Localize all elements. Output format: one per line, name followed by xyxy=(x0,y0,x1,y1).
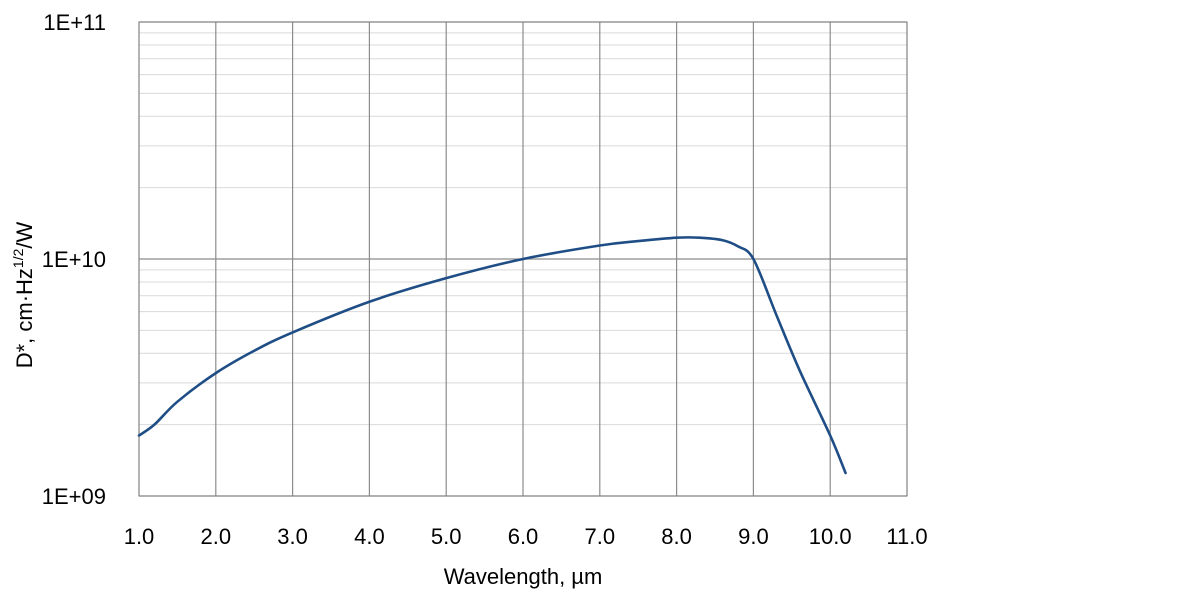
y-tick-label: 1E+10 xyxy=(42,247,106,272)
x-tick-label: 2.0 xyxy=(201,524,232,549)
y-tick-label: 1E+09 xyxy=(42,484,106,509)
x-tick-label: 8.0 xyxy=(661,524,692,549)
y-axis-ticks: 1E+09 1E+10 1E+11 xyxy=(42,10,106,509)
plot-area-border xyxy=(138,21,908,497)
y-axis-title-prefix: D*, cm·Hz xyxy=(12,268,37,368)
x-tick-label: 1.0 xyxy=(124,524,155,549)
x-tick-label: 11.0 xyxy=(886,524,927,549)
x-tick-label: 10.0 xyxy=(809,524,852,549)
x-axis-title: Wavelength, µm xyxy=(444,564,603,589)
x-tick-label: 3.0 xyxy=(277,524,308,549)
y-tick-label: 1E+11 xyxy=(43,10,106,35)
x-tick-label: 6.0 xyxy=(508,524,539,549)
series-layer xyxy=(137,236,847,475)
x-tick-label: 9.0 xyxy=(738,524,769,549)
y-axis-title-superscript: 1/2 xyxy=(10,248,26,268)
x-axis-ticks: 1.0 2.0 3.0 4.0 5.0 6.0 7.0 8.0 9.0 10.0 11.0 xyxy=(124,524,928,549)
series-line xyxy=(137,236,847,475)
x-tick-label: 4.0 xyxy=(354,524,385,549)
x-tick-label: 7.0 xyxy=(585,524,616,549)
y-axis-title: D*, cm·Hz1/2/W xyxy=(10,221,37,368)
x-tick-label: 5.0 xyxy=(431,524,462,549)
y-axis-title-suffix: /W xyxy=(12,221,37,248)
